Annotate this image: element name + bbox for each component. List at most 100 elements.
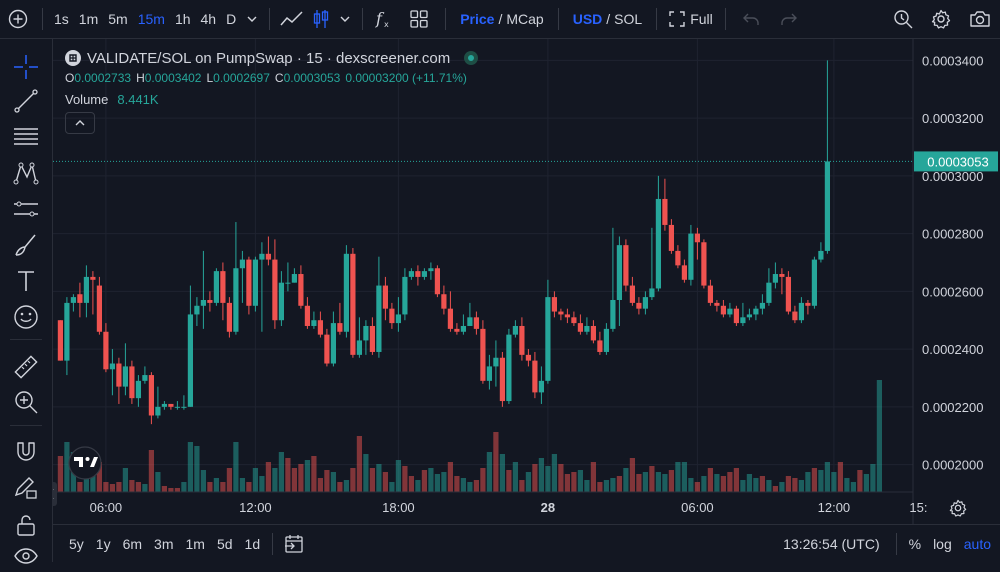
candle-body: [376, 285, 382, 352]
go-to-date-button[interactable]: [283, 534, 305, 554]
measure-tool[interactable]: [10, 351, 42, 383]
chart-type-dropdown[interactable]: [334, 0, 356, 38]
timeframe-4h[interactable]: 4h: [200, 11, 217, 27]
volume-bar: [759, 476, 765, 492]
candle: [96, 276, 102, 335]
fullscreen-button[interactable]: Full: [663, 0, 719, 38]
volume-bar: [714, 474, 720, 492]
candle: [662, 178, 668, 231]
line-chart-type-button[interactable]: [276, 0, 308, 38]
candle-body: [772, 274, 778, 283]
settings-button[interactable]: [922, 0, 960, 38]
timeframe-dropdown[interactable]: [241, 0, 263, 38]
quick-search-button[interactable]: [884, 0, 922, 38]
collapse-legend-button[interactable]: [65, 112, 95, 134]
range-5y[interactable]: 5y: [69, 536, 84, 552]
volume-label: Volume: [65, 91, 109, 107]
price-axis[interactable]: 0.0003400 0.0003200 0.0003000 0.0002800 0.00…: [922, 53, 983, 472]
hide-drawings-tool[interactable]: [10, 540, 42, 572]
candle-body: [421, 271, 427, 277]
text-tool[interactable]: [10, 265, 42, 297]
volume-bar: [428, 468, 434, 492]
candle: [168, 403, 174, 410]
price-mcap-toggle[interactable]: Price / MCap: [452, 0, 552, 38]
volume-bar: [168, 488, 174, 492]
crosshair-tool[interactable]: [10, 51, 42, 83]
screenshot-button[interactable]: [960, 0, 1000, 38]
timeframe-5m[interactable]: 5m: [108, 11, 128, 27]
volume-bar: [369, 468, 375, 492]
utc-clock[interactable]: 13:26:54 (UTC): [783, 536, 880, 552]
candle-body: [811, 259, 817, 306]
settings-axis-button[interactable]: [949, 499, 967, 517]
chart-grid: [53, 39, 913, 492]
add-symbol-button[interactable]: [0, 0, 36, 38]
auto-scale-toggle[interactable]: auto: [963, 536, 991, 552]
log-scale-toggle[interactable]: log: [933, 536, 952, 552]
candle-body: [454, 328, 460, 332]
candle-body: [792, 311, 798, 321]
percent-scale-toggle[interactable]: %: [908, 536, 922, 552]
candle: [525, 349, 531, 367]
volume-bar: [57, 456, 63, 492]
candle-body: [714, 302, 720, 306]
volume-bar: [863, 474, 869, 492]
pattern-tool[interactable]: [10, 157, 42, 189]
candle-body: [207, 300, 213, 303]
lock-drawings-tool[interactable]: [10, 509, 42, 541]
zoom-tool[interactable]: [10, 386, 42, 418]
range-5d[interactable]: 5d: [216, 536, 233, 552]
volume-bar: [850, 482, 856, 492]
candle-body: [369, 325, 375, 352]
timeframe-D[interactable]: D: [226, 11, 237, 27]
redo-button[interactable]: [770, 0, 808, 38]
range-6m[interactable]: 6m: [122, 536, 143, 552]
volume-bar: [64, 442, 70, 492]
candle-chart-type-button[interactable]: [308, 0, 334, 38]
volume-bar: [441, 472, 447, 492]
candle: [629, 276, 635, 306]
scroll-left-button[interactable]: [53, 482, 57, 506]
fib-tool[interactable]: [10, 121, 42, 153]
prediction-tool[interactable]: [10, 193, 42, 225]
range-1y[interactable]: 1y: [95, 536, 111, 552]
layout-templates-button[interactable]: [399, 0, 439, 38]
range-3m[interactable]: 3m: [154, 536, 174, 552]
timeframe-1m[interactable]: 1m: [78, 11, 99, 27]
price-chart[interactable]: 0.0003400 0.0003200 0.0003000 0.0002800 0.00…: [53, 39, 1000, 562]
chevron-down-icon: [247, 16, 257, 22]
timeframe-1h[interactable]: 1h: [174, 11, 191, 27]
volume-bar: [558, 464, 564, 492]
ohlc-values: O 0.0002733 H 0.0003402 L 0.0002697 C 0.0003…: [65, 68, 478, 88]
candle-body: [616, 245, 622, 301]
price-tick-label: 0.0002400: [922, 342, 983, 357]
candle: [447, 291, 453, 332]
currency-toggle[interactable]: USD / SOL: [565, 0, 650, 38]
brush-tool[interactable]: [10, 229, 42, 261]
candle-body: [239, 259, 245, 269]
candle-body: [181, 406, 187, 408]
magnet-tool[interactable]: [10, 436, 42, 468]
candle-body: [727, 308, 733, 315]
candle: [246, 256, 252, 315]
volume-bar: [629, 458, 635, 492]
volume-bar: [148, 450, 154, 492]
time-axis[interactable]: 06:00 12:00 18:00 28 06:00 12:00 15:: [90, 500, 928, 515]
candle: [402, 268, 408, 321]
candle-body: [480, 328, 486, 381]
lock-icon: [17, 515, 35, 536]
timeframe-1s[interactable]: 1s: [54, 11, 69, 27]
tradingview-logo[interactable]: [68, 446, 102, 480]
candle: [759, 294, 765, 315]
range-1d[interactable]: 1d: [244, 536, 261, 552]
candle-body: [265, 253, 271, 260]
range-1m[interactable]: 1m: [185, 536, 205, 552]
candle-body: [246, 259, 252, 306]
keep-drawing-tool[interactable]: [10, 471, 42, 503]
timeframe-15m[interactable]: 15m: [137, 11, 165, 27]
emoji-tool[interactable]: [10, 301, 42, 333]
trend-line-tool[interactable]: [10, 85, 42, 117]
candle-body: [759, 302, 765, 309]
undo-button[interactable]: [732, 0, 770, 38]
